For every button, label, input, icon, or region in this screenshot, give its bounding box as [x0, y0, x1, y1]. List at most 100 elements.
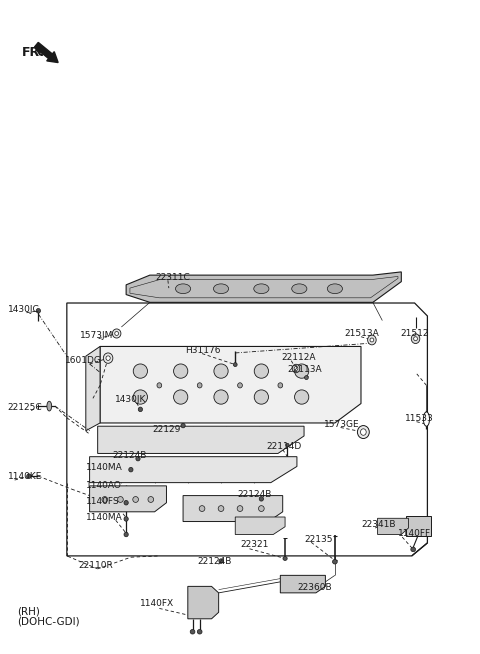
Ellipse shape: [138, 407, 143, 411]
Ellipse shape: [214, 390, 228, 404]
Text: 1573JM: 1573JM: [80, 331, 113, 340]
Polygon shape: [183, 496, 283, 521]
Ellipse shape: [292, 364, 300, 373]
Polygon shape: [86, 347, 100, 431]
Ellipse shape: [259, 506, 264, 511]
Text: 22360B: 22360B: [297, 583, 332, 592]
Ellipse shape: [124, 517, 128, 521]
Text: (DOHC-GDI): (DOHC-GDI): [17, 617, 80, 627]
Polygon shape: [97, 426, 304, 453]
Ellipse shape: [283, 557, 287, 560]
Text: 22125C: 22125C: [8, 403, 42, 412]
Ellipse shape: [233, 363, 237, 366]
Text: 22124B: 22124B: [112, 451, 146, 460]
Ellipse shape: [133, 496, 138, 502]
Ellipse shape: [214, 364, 228, 378]
Polygon shape: [280, 576, 325, 593]
Text: 1430JK: 1430JK: [115, 395, 146, 404]
Ellipse shape: [176, 284, 191, 294]
Text: H31176: H31176: [185, 346, 221, 355]
Text: 22129: 22129: [152, 425, 180, 434]
Ellipse shape: [174, 390, 188, 404]
Text: 11533: 11533: [405, 414, 434, 423]
Text: 22110R: 22110R: [79, 561, 113, 570]
Ellipse shape: [115, 332, 119, 336]
Ellipse shape: [129, 468, 133, 472]
Text: (RH): (RH): [17, 607, 40, 617]
Ellipse shape: [304, 375, 308, 379]
Ellipse shape: [124, 532, 128, 537]
Text: 21512: 21512: [400, 329, 429, 338]
Ellipse shape: [27, 474, 31, 479]
Ellipse shape: [112, 329, 121, 338]
Text: 1140FF: 1140FF: [397, 529, 431, 538]
Ellipse shape: [219, 559, 223, 563]
Ellipse shape: [106, 356, 110, 360]
Ellipse shape: [292, 284, 307, 294]
Text: 1140AO: 1140AO: [86, 481, 122, 490]
Ellipse shape: [360, 429, 366, 436]
Text: 21513A: 21513A: [344, 329, 379, 338]
Ellipse shape: [118, 496, 123, 502]
Ellipse shape: [411, 547, 416, 552]
Ellipse shape: [199, 506, 205, 511]
Text: 22124B: 22124B: [237, 490, 272, 500]
Text: 1140KE: 1140KE: [8, 472, 42, 481]
Ellipse shape: [237, 506, 243, 511]
Ellipse shape: [254, 390, 268, 404]
Text: 1601DG: 1601DG: [64, 356, 101, 365]
Ellipse shape: [295, 364, 309, 378]
Ellipse shape: [254, 284, 269, 294]
Ellipse shape: [181, 423, 185, 428]
Ellipse shape: [294, 366, 298, 370]
Ellipse shape: [218, 506, 224, 511]
Text: 22124B: 22124B: [197, 557, 232, 566]
Text: 1140MA: 1140MA: [86, 463, 122, 472]
Ellipse shape: [238, 383, 242, 388]
Text: 1140FX: 1140FX: [140, 600, 175, 608]
Polygon shape: [378, 518, 408, 534]
Polygon shape: [90, 486, 167, 512]
Polygon shape: [235, 517, 285, 534]
Ellipse shape: [197, 383, 202, 388]
Text: 22321: 22321: [240, 540, 268, 549]
Ellipse shape: [214, 284, 228, 294]
Ellipse shape: [197, 630, 202, 634]
FancyArrow shape: [35, 43, 58, 63]
Ellipse shape: [133, 364, 147, 378]
Ellipse shape: [157, 383, 162, 388]
Ellipse shape: [136, 456, 140, 461]
Ellipse shape: [370, 338, 374, 342]
Text: 1140FS: 1140FS: [86, 497, 120, 506]
Text: 22135: 22135: [304, 534, 333, 543]
Ellipse shape: [47, 402, 52, 411]
Ellipse shape: [414, 337, 418, 341]
Polygon shape: [100, 347, 361, 423]
Ellipse shape: [254, 364, 268, 378]
Ellipse shape: [333, 559, 337, 564]
Polygon shape: [90, 456, 297, 483]
Ellipse shape: [423, 412, 430, 426]
Text: 22113A: 22113A: [288, 365, 322, 373]
Text: 1430JC: 1430JC: [8, 305, 39, 314]
Ellipse shape: [36, 309, 40, 313]
Text: 22341B: 22341B: [361, 521, 396, 529]
Polygon shape: [188, 587, 219, 619]
Text: 1140MA: 1140MA: [86, 513, 122, 521]
Ellipse shape: [278, 383, 283, 388]
Polygon shape: [67, 303, 427, 556]
Text: 22114D: 22114D: [266, 442, 302, 451]
Ellipse shape: [190, 630, 195, 634]
Text: 22311C: 22311C: [156, 273, 190, 282]
Ellipse shape: [358, 426, 369, 439]
Ellipse shape: [411, 334, 420, 343]
Ellipse shape: [102, 496, 108, 502]
Ellipse shape: [259, 496, 264, 501]
Ellipse shape: [327, 284, 342, 294]
Ellipse shape: [133, 390, 147, 404]
Ellipse shape: [368, 335, 376, 345]
Ellipse shape: [174, 364, 188, 378]
Ellipse shape: [103, 353, 113, 364]
Ellipse shape: [295, 390, 309, 404]
Text: FR.: FR.: [22, 46, 45, 60]
